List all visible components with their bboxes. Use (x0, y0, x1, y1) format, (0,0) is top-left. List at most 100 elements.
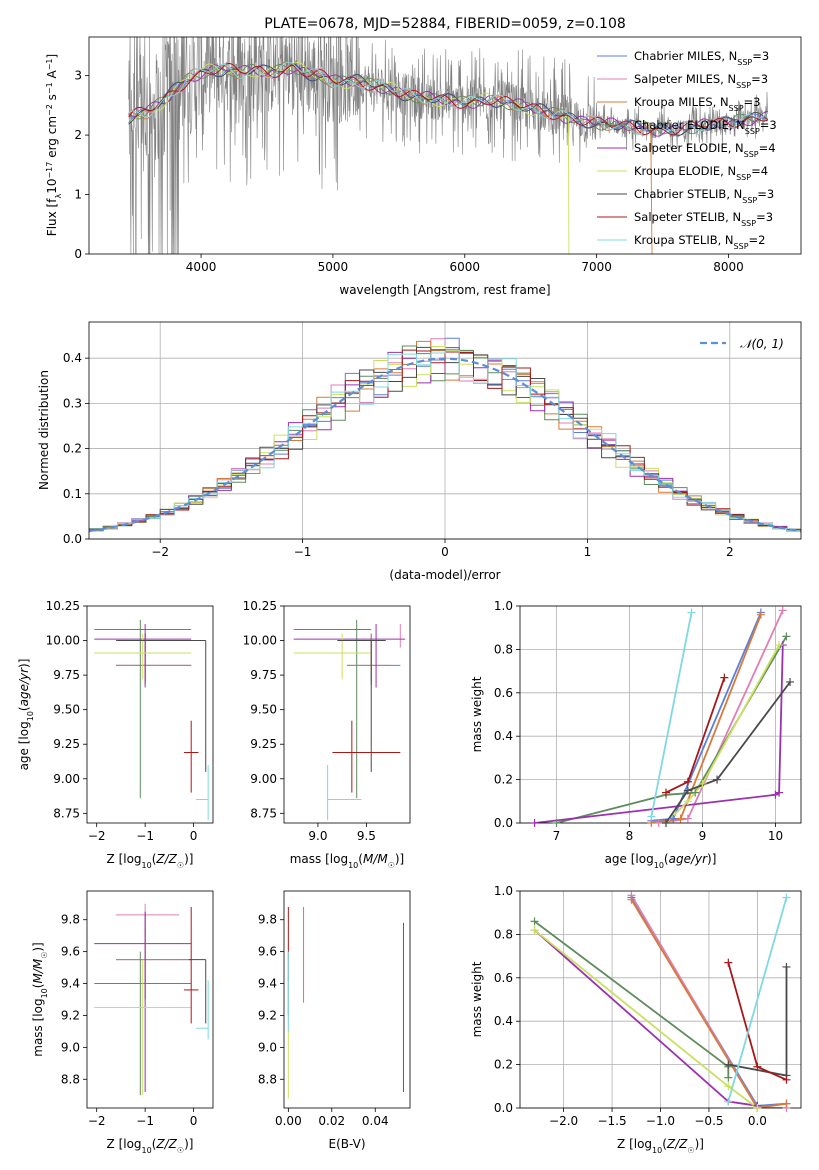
legend-entry: Salpeter STELIB, NSSP=3 (634, 210, 773, 228)
marker-salp_stelib (724, 958, 733, 967)
marker-salp_stelib (753, 1062, 762, 1071)
axes-frame (88, 36, 802, 255)
x-tick-label: 9.0 (308, 829, 327, 843)
x-tick-label: 9 (699, 829, 707, 843)
marker-krou_elodie (753, 1104, 762, 1112)
plot-area (293, 619, 406, 821)
age-vs-Z-ylabel: age [log10(age/yr)] (17, 659, 35, 771)
axes-frame (519, 605, 802, 824)
plot-area (534, 609, 791, 823)
y-tick-label: 9.50 (53, 703, 80, 717)
legend-entry: Salpeter ELODIE, NSSP=4 (634, 141, 776, 159)
x-tick-label: 7000 (581, 260, 612, 274)
x-tick-label: 0.04 (362, 1114, 389, 1128)
y-tick-label: 9.00 (250, 772, 277, 786)
y-tick-label: 10.00 (243, 634, 277, 648)
y-tick-label: 0.4 (494, 1014, 513, 1028)
marker-krou_elodie (683, 797, 692, 806)
y-tick-label: 0.2 (494, 773, 513, 787)
y-tick-label: 9.25 (53, 737, 80, 751)
age-vs-Z: −2 −1 0 8.75 9.00 9.25 9.50 9.75 10.00 10.25 (46, 599, 214, 843)
x-tick-label: −2 (151, 545, 169, 559)
plot-area (89, 337, 801, 534)
marker-salp_stelib (683, 777, 692, 786)
marker-chab_stelib (683, 786, 692, 795)
legend-entry: Kroupa MILES, NSSP=3 (634, 95, 760, 113)
y-tick-label: 10.25 (243, 599, 277, 613)
x-tick-label: −0.5 (694, 1114, 723, 1128)
legend-entry: Salpeter MILES, NSSP=3 (634, 72, 768, 90)
y-tick-label: 0.2 (63, 442, 82, 456)
y-tick-label: 0.6 (494, 971, 513, 985)
residual-xlabel: (data-model)/error (389, 568, 500, 582)
marker-salp_elodie (775, 788, 784, 797)
x-tick-label: 0 (441, 545, 449, 559)
x-tick-label: −1 (136, 829, 154, 843)
spectrum-axes: 4000 5000 6000 7000 8000 0 1 2 3 (74, 36, 802, 274)
y-tick-label: 2 (74, 128, 82, 142)
y-tick-label: 8.8 (61, 1072, 80, 1086)
x-tick-label: −1 (294, 545, 312, 559)
legend-entry: Chabrier MILES, NSSP=3 (634, 49, 769, 67)
model-spectrum-chab_stelib (128, 63, 769, 136)
legend-entry: Chabrier STELIB, NSSP=3 (634, 187, 774, 205)
y-tick-label: 0.2 (494, 1058, 513, 1072)
y-tick-label: 0.1 (63, 487, 82, 501)
marker-krou_stelib (687, 608, 696, 617)
x-tick-label: −1.0 (646, 1114, 675, 1128)
y-tick-label: 1 (74, 188, 82, 202)
y-tick-label: 1.0 (494, 599, 513, 613)
axes-frame (86, 890, 214, 1109)
legend-entry: Chabrier ELODIE, NSSP=3 (634, 118, 777, 136)
marker-chab_miles (669, 814, 678, 823)
plot-area (94, 619, 209, 821)
x-tick-label: −1 (136, 1114, 154, 1128)
y-tick-label: 10.00 (46, 634, 80, 648)
marker-chab_elodie (782, 632, 791, 641)
series-chab_elodie (556, 635, 788, 823)
y-tick-label: 9.0 (258, 1040, 277, 1054)
x-tick-label: −2 (88, 1114, 106, 1128)
y-tick-label: 10.25 (46, 599, 80, 613)
marker-salp_miles (683, 814, 692, 823)
model-spectrum-salp_stelib (128, 62, 769, 136)
residual-hist-krou_stelib (89, 350, 801, 533)
marker-krou_elodie (724, 1082, 733, 1091)
model-spectrum-krou_stelib (128, 61, 769, 135)
y-tick-label: 9.50 (250, 703, 277, 717)
x-tick-label: −1.5 (597, 1114, 626, 1128)
x-tick-label: 1 (584, 545, 592, 559)
y-tick-label: 0.0 (63, 532, 82, 546)
age-vs-mass: 9.0 9.5 8.75 9.00 9.25 9.50 9.75 10.00 10.25 (243, 599, 411, 843)
y-tick-label: 9.0 (61, 1040, 80, 1054)
weight-vs-Z-ylabel: mass weight (470, 961, 484, 1037)
marker-krou_miles (782, 1099, 791, 1108)
mass-vs-Z: −2 −1 0 8.8 9.0 9.2 9.4 9.6 9.8 (61, 890, 214, 1128)
marker-chab_elodie (530, 917, 539, 926)
weight-vs-age: 7 8 9 10 0.0 0.2 0.4 0.6 0.8 1.0 (494, 599, 802, 843)
marker-chab_stelib (713, 775, 722, 784)
legend-entry: Kroupa STELIB, NSSP=2 (634, 233, 765, 251)
x-tick-label: 0.0 (748, 1114, 767, 1128)
mass-vs-ebv: 0.00 0.02 0.04 8.8 9.0 9.2 9.4 9.6 9.8 (258, 890, 411, 1128)
x-tick-label: 7 (553, 829, 561, 843)
marker-krou_elodie (530, 926, 539, 935)
y-tick-label: 0.8 (494, 642, 513, 656)
y-tick-label: 9.8 (258, 913, 277, 927)
y-tick-label: 0.4 (63, 351, 82, 365)
y-tick-label: 9.2 (61, 1008, 80, 1022)
x-tick-label: 8 (626, 829, 634, 843)
axes-frame (86, 605, 214, 824)
weight-vs-age-xlabel: age [log10(age/yr)] (605, 852, 717, 870)
marker-salp_stelib (661, 788, 670, 797)
marker-krou_stelib (647, 812, 656, 821)
y-tick-label: 9.4 (258, 977, 277, 991)
marker-krou_miles (756, 610, 765, 619)
series-krou_stelib (650, 612, 693, 817)
y-tick-label: 9.6 (61, 945, 80, 959)
spectrum-xlabel: wavelength [Angstrom, rest frame] (339, 283, 550, 297)
normal-curve (89, 357, 801, 533)
y-tick-label: 8.8 (258, 1072, 277, 1086)
spectrum-title: PLATE=0678, MJD=52884, FIBERID=0059, z=0… (264, 16, 626, 32)
marker-krou_miles (627, 895, 636, 904)
